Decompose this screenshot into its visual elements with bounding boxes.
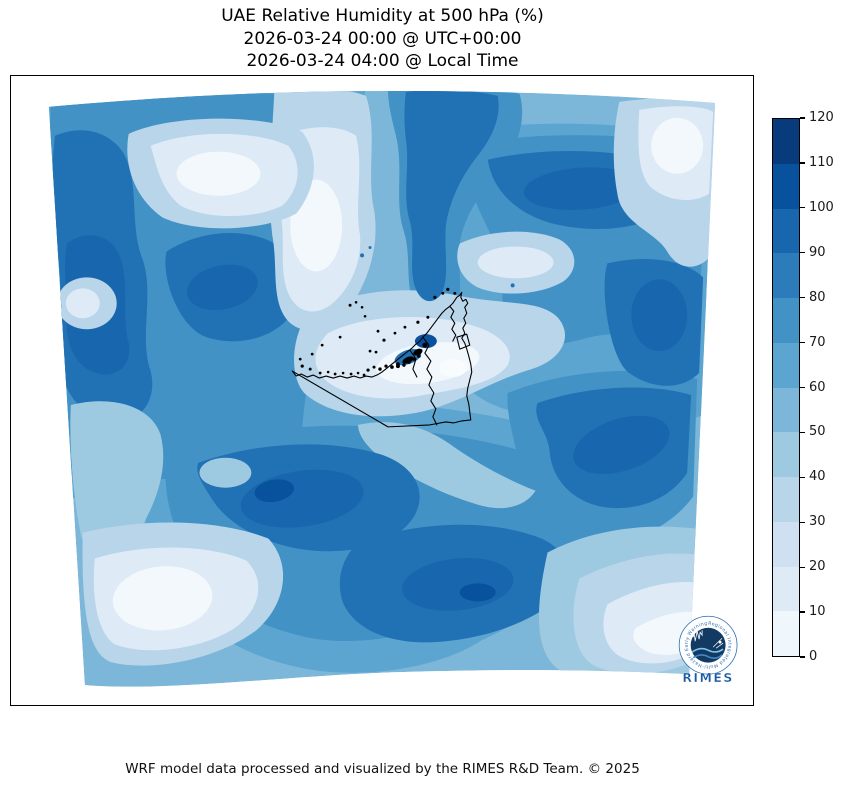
colorbar-tick-label: 40 bbox=[809, 469, 826, 485]
colorbar: 0 10 20 30 40 50 60 70 80 90 100 110 120 bbox=[772, 110, 834, 664]
colorbar-tick bbox=[800, 566, 805, 568]
rimes-logo-satellite-dot bbox=[718, 640, 722, 644]
colorbar-tick bbox=[800, 656, 805, 658]
contour-map-svg: Regional Integrated Multi-Hazard Early W… bbox=[11, 76, 738, 687]
colorbar-tick bbox=[800, 162, 805, 164]
colorbar-segments bbox=[772, 118, 800, 657]
colorbar-segment bbox=[773, 566, 799, 612]
title-line-3: 2026-03-24 04:00 @ Local Time bbox=[246, 51, 519, 71]
rimes-logo-wordmark: RIMES bbox=[682, 670, 734, 685]
colorbar-segment bbox=[773, 477, 799, 522]
colorbar-tick-label: 0 bbox=[809, 649, 818, 664]
title-line-1: UAE Relative Humidity at 500 hPa (%) bbox=[221, 6, 544, 26]
footer-credit: WRF model data processed and visualized … bbox=[125, 761, 640, 777]
title-line-2: 2026-03-24 00:00 @ UTC+00:00 bbox=[243, 28, 522, 49]
colorbar-tick-label: 70 bbox=[809, 334, 826, 350]
colorbar-tick bbox=[800, 386, 805, 389]
plot-title: UAE Relative Humidity at 500 hPa (%) 202… bbox=[10, 5, 755, 73]
colorbar-segment bbox=[773, 163, 799, 209]
colorbar-segment bbox=[773, 342, 799, 388]
island-dots bbox=[298, 287, 457, 377]
colorbar-tick bbox=[800, 252, 805, 254]
colorbar-tick-label: 80 bbox=[809, 289, 826, 305]
colorbar-tick-label: 30 bbox=[809, 514, 826, 530]
colorbar-tick-label: 120 bbox=[809, 110, 834, 125]
colorbar-segment bbox=[773, 387, 799, 433]
rimes-logo-wave-icon bbox=[691, 647, 724, 653]
colorbar-segment bbox=[773, 119, 799, 164]
colorbar-tick-label: 110 bbox=[809, 154, 834, 170]
colorbar-tick-label: 20 bbox=[809, 559, 826, 575]
rimes-logo-seismogram-icon bbox=[692, 630, 703, 642]
colorbar-tick bbox=[800, 117, 805, 119]
colorbar-tick bbox=[800, 341, 805, 344]
colorbar-tick bbox=[800, 297, 805, 299]
colorbar-tick-label: 60 bbox=[809, 379, 826, 395]
colorbar-tick bbox=[800, 207, 805, 209]
colorbar-tick bbox=[800, 431, 805, 433]
colorbar-segment bbox=[773, 208, 799, 254]
colorbar-segment bbox=[773, 253, 799, 298]
rimes-logo-wave2-icon bbox=[692, 654, 723, 660]
colorbar-segment bbox=[773, 298, 799, 343]
colorbar-tick bbox=[800, 521, 805, 523]
colorbar-segment bbox=[773, 432, 799, 477]
colorbar-tick-label: 10 bbox=[809, 604, 826, 620]
map-axes: Regional Integrated Multi-Hazard Early W… bbox=[10, 75, 754, 706]
rimes-logo-satellite-icon bbox=[712, 637, 724, 649]
colorbar-tick-label: 100 bbox=[809, 199, 834, 215]
humidity-contours bbox=[48, 90, 716, 687]
colorbar-segment bbox=[773, 611, 799, 656]
colorbar-segment bbox=[773, 521, 799, 567]
colorbar-tick-label: 90 bbox=[809, 244, 826, 260]
colorbar-tick bbox=[800, 611, 805, 613]
uae-boundary bbox=[291, 291, 473, 428]
colorbar-tick-label: 50 bbox=[809, 424, 826, 440]
colorbar-tick bbox=[800, 476, 805, 478]
